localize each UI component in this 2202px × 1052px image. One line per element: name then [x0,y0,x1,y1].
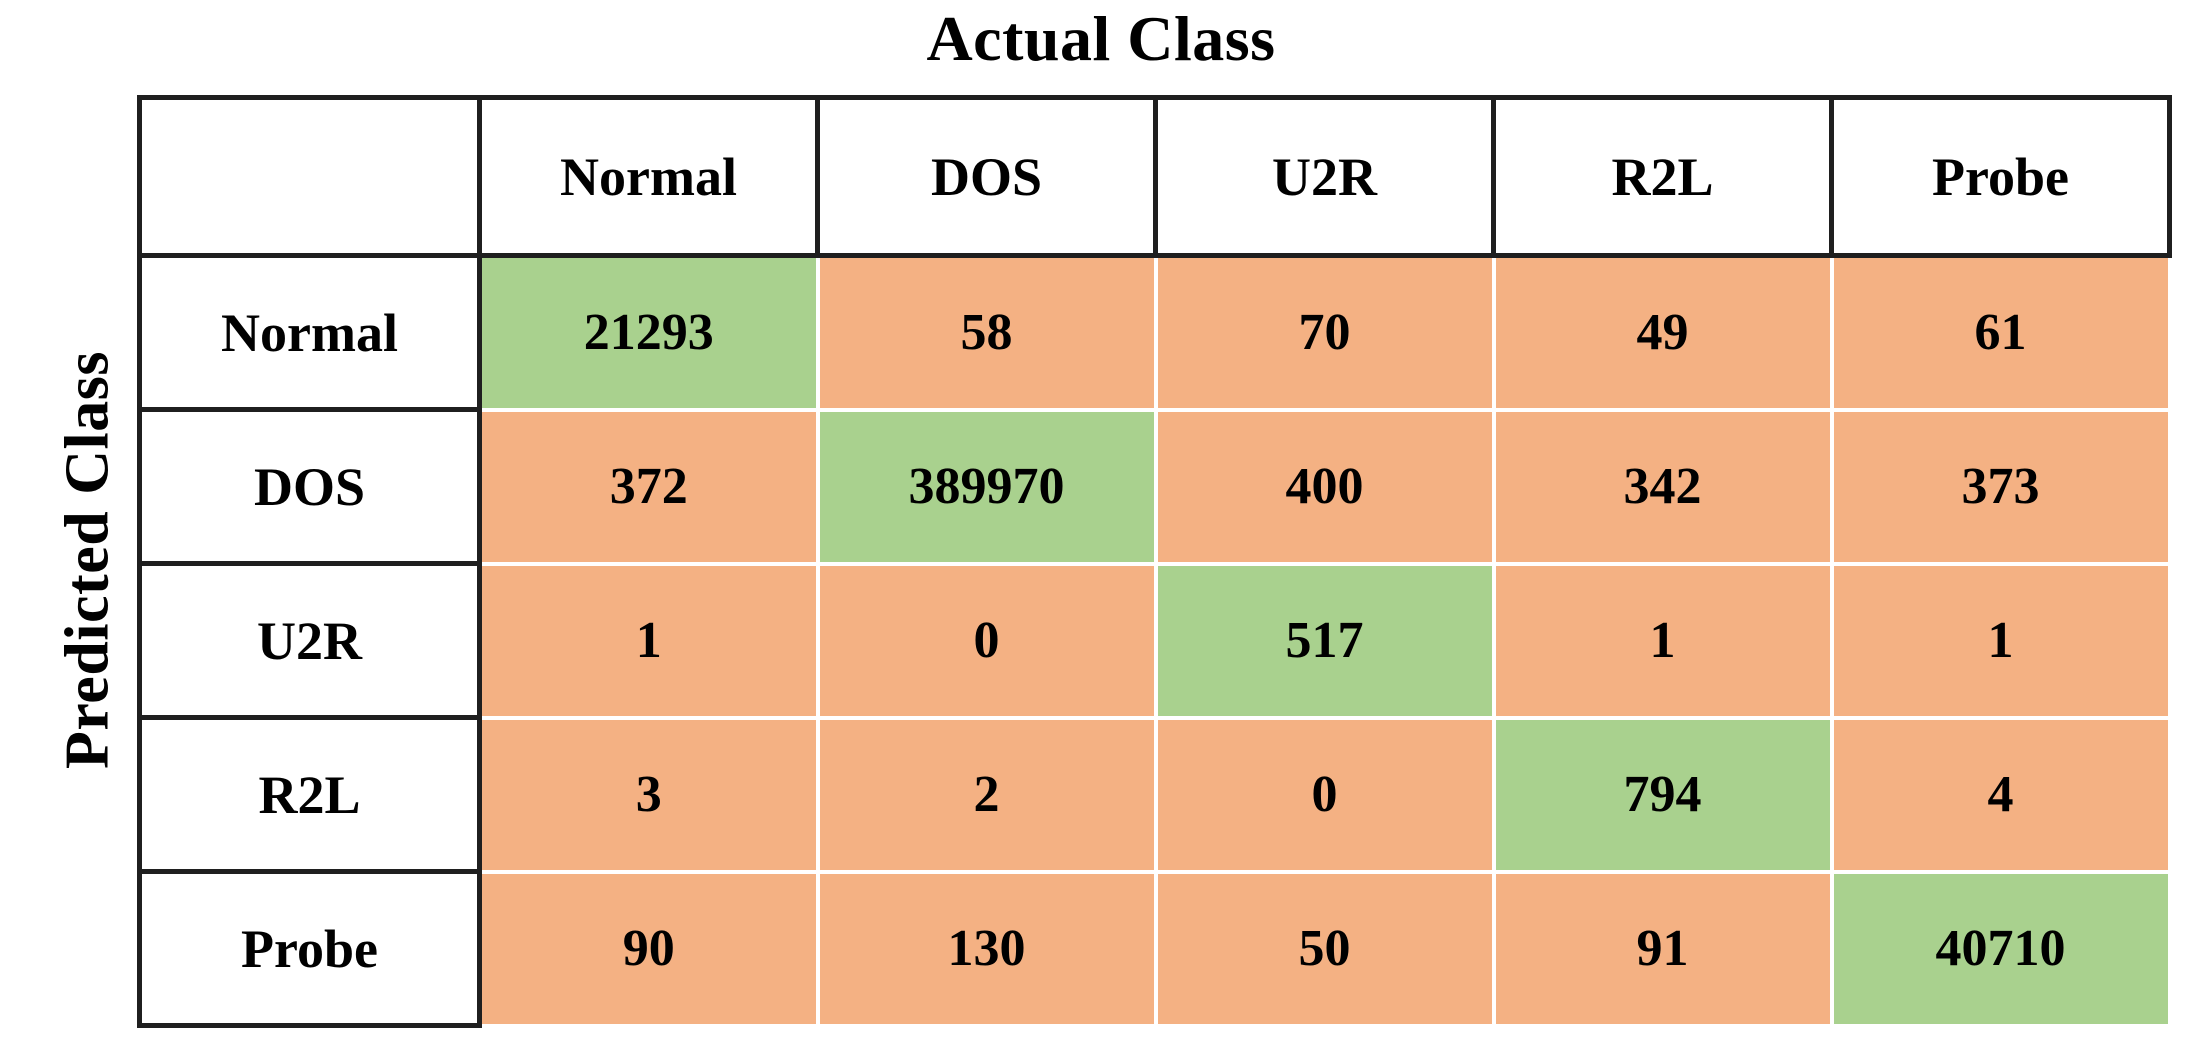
col-header-u2r: U2R [1153,95,1496,258]
row-header-probe: Probe [137,869,482,1028]
col-header-probe: Probe [1829,95,2172,258]
cell-normal-normal: 21293 [477,253,820,412]
col-header-r2l: R2L [1491,95,1834,258]
cell-dos-dos: 389970 [815,407,1158,566]
cell-normal-dos: 58 [815,253,1158,412]
cell-u2r-dos: 0 [815,561,1158,720]
cell-probe-probe: 40710 [1829,869,2172,1028]
row-probe: Probe 90 130 50 91 40710 [137,869,2172,1028]
row-r2l: R2L 3 2 0 794 4 [137,715,2172,874]
col-header-dos: DOS [815,95,1158,258]
cell-u2r-u2r: 517 [1153,561,1496,720]
cell-normal-probe: 61 [1829,253,2172,412]
cell-r2l-r2l: 794 [1491,715,1834,874]
cell-probe-r2l: 91 [1491,869,1834,1028]
cell-u2r-probe: 1 [1829,561,2172,720]
x-axis-title: Actual Class [926,3,1276,74]
col-header-normal: Normal [477,95,820,258]
cell-u2r-r2l: 1 [1491,561,1834,720]
cell-dos-normal: 372 [477,407,820,566]
row-dos: DOS 372 389970 400 342 373 [137,407,2172,566]
row-header-r2l: R2L [137,715,482,874]
cell-r2l-dos: 2 [815,715,1158,874]
column-header-row: Normal DOS U2R R2L Probe [137,95,2172,258]
y-axis-title: Predicted Class [53,351,122,769]
cell-dos-u2r: 400 [1153,407,1496,566]
row-header-normal: Normal [137,253,482,412]
cell-probe-normal: 90 [477,869,820,1028]
cell-u2r-normal: 1 [477,561,820,720]
row-normal: Normal 21293 58 70 49 61 [137,253,2172,412]
cell-normal-r2l: 49 [1491,253,1834,412]
cell-r2l-normal: 3 [477,715,820,874]
row-u2r: U2R 1 0 517 1 1 [137,561,2172,720]
cell-dos-probe: 373 [1829,407,2172,566]
cell-r2l-u2r: 0 [1153,715,1496,874]
cell-probe-u2r: 50 [1153,869,1496,1028]
cell-r2l-probe: 4 [1829,715,2172,874]
row-header-dos: DOS [137,407,482,566]
cell-dos-r2l: 342 [1491,407,1834,566]
confusion-matrix-table: Normal DOS U2R R2L Probe Normal 21293 58… [137,95,2172,1028]
row-header-u2r: U2R [137,561,482,720]
cell-normal-u2r: 70 [1153,253,1496,412]
corner-cell [137,95,482,258]
cell-probe-dos: 130 [815,869,1158,1028]
